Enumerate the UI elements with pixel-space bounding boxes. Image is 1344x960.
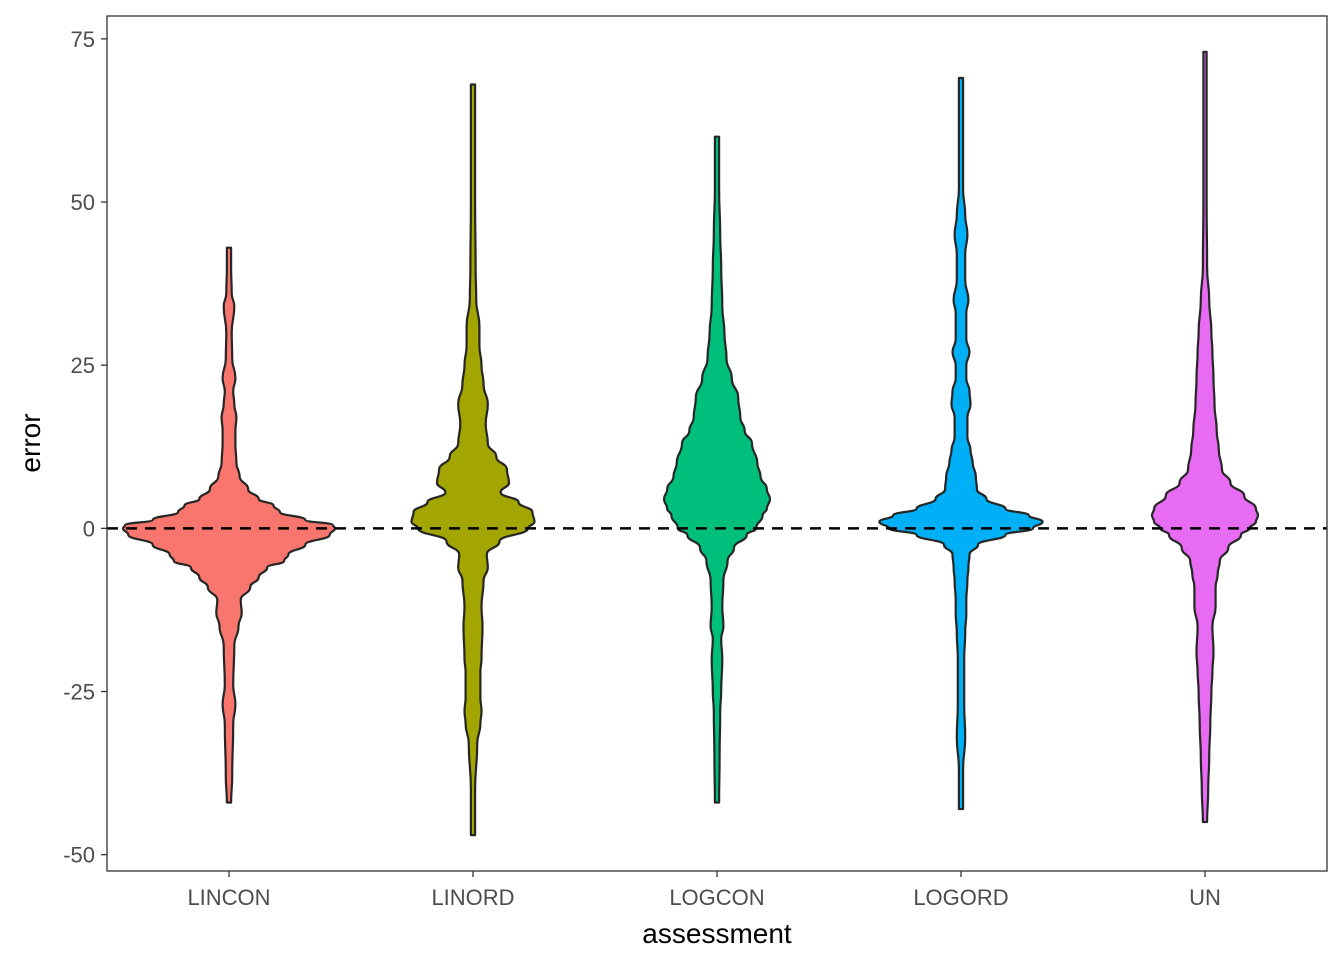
x-tick-label: LOGCON bbox=[669, 885, 764, 910]
y-tick-label: 50 bbox=[71, 190, 95, 215]
violin-lincon bbox=[121, 246, 337, 804]
x-axis: LINCON LINORD LOGCON LOGORD UN bbox=[187, 871, 1221, 910]
y-tick-label: -25 bbox=[63, 680, 95, 705]
violin-logcon bbox=[662, 135, 772, 804]
violin-linord bbox=[410, 83, 536, 837]
x-tick-label: LINORD bbox=[431, 885, 514, 910]
y-tick-label: -50 bbox=[63, 843, 95, 868]
y-tick-label: 0 bbox=[83, 516, 95, 541]
y-tick-label: 75 bbox=[71, 27, 95, 52]
x-tick-label: LINCON bbox=[187, 885, 270, 910]
x-axis-title: assessment bbox=[642, 918, 792, 949]
y-tick-label: 25 bbox=[71, 353, 95, 378]
violin-un bbox=[1150, 50, 1260, 824]
x-tick-label: UN bbox=[1189, 885, 1221, 910]
y-axis-title: error bbox=[15, 413, 46, 472]
y-axis: -50 -25 0 25 50 75 bbox=[63, 27, 107, 868]
violin-layer bbox=[121, 50, 1260, 837]
x-tick-label: LOGORD bbox=[913, 885, 1008, 910]
